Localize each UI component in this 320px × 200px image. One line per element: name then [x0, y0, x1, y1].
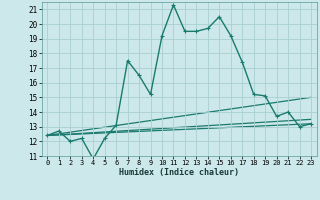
X-axis label: Humidex (Indice chaleur): Humidex (Indice chaleur)	[119, 168, 239, 177]
